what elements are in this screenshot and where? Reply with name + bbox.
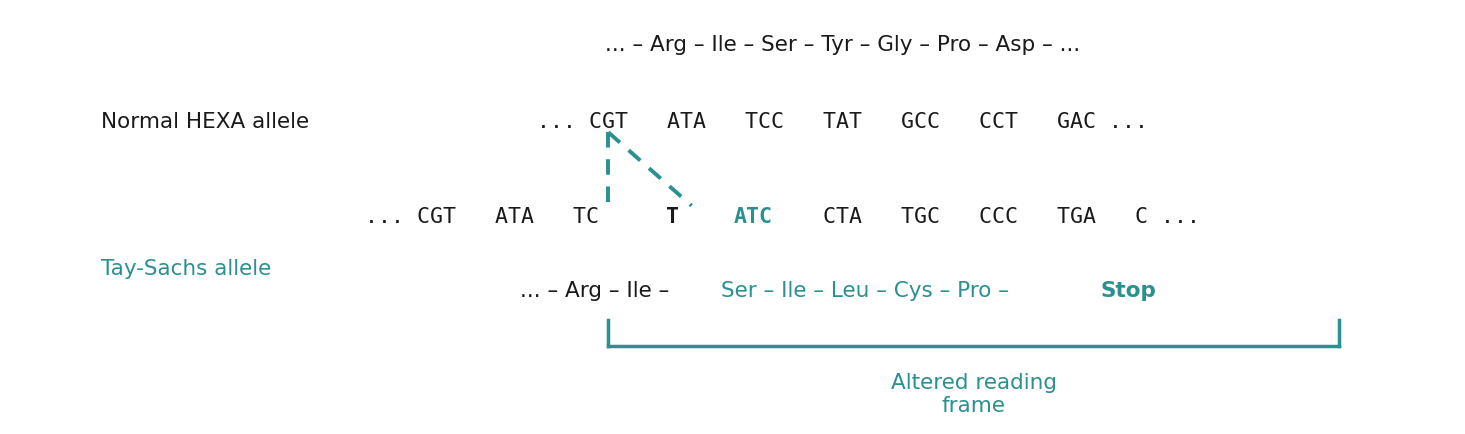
Text: Ser – Ile – Leu – Cys – Pro –: Ser – Ile – Leu – Cys – Pro – <box>721 280 1017 300</box>
Text: T: T <box>667 207 680 227</box>
Text: ATC: ATC <box>734 207 772 227</box>
Text: Normal HEXA allele: Normal HEXA allele <box>101 112 309 132</box>
Text: ... CGT   ATA   TC: ... CGT ATA TC <box>365 207 599 227</box>
Text: Altered reading
frame: Altered reading frame <box>891 372 1056 415</box>
Text: ... CGT   ATA   TCC   TAT   GCC   CCT   GAC ...: ... CGT ATA TCC TAT GCC CCT GAC ... <box>536 112 1147 132</box>
Text: ... – Arg – Ile –: ... – Arg – Ile – <box>520 280 677 300</box>
Text: ... – Arg – Ile – Ser – Tyr – Gly – Pro – Asp – ...: ... – Arg – Ile – Ser – Tyr – Gly – Pro … <box>605 35 1080 55</box>
Text: Tay-Sachs allele: Tay-Sachs allele <box>101 259 271 279</box>
Text: CTA   TGC   CCC   TGA   C ...: CTA TGC CCC TGA C ... <box>784 207 1200 227</box>
Text: Stop: Stop <box>1102 280 1157 300</box>
